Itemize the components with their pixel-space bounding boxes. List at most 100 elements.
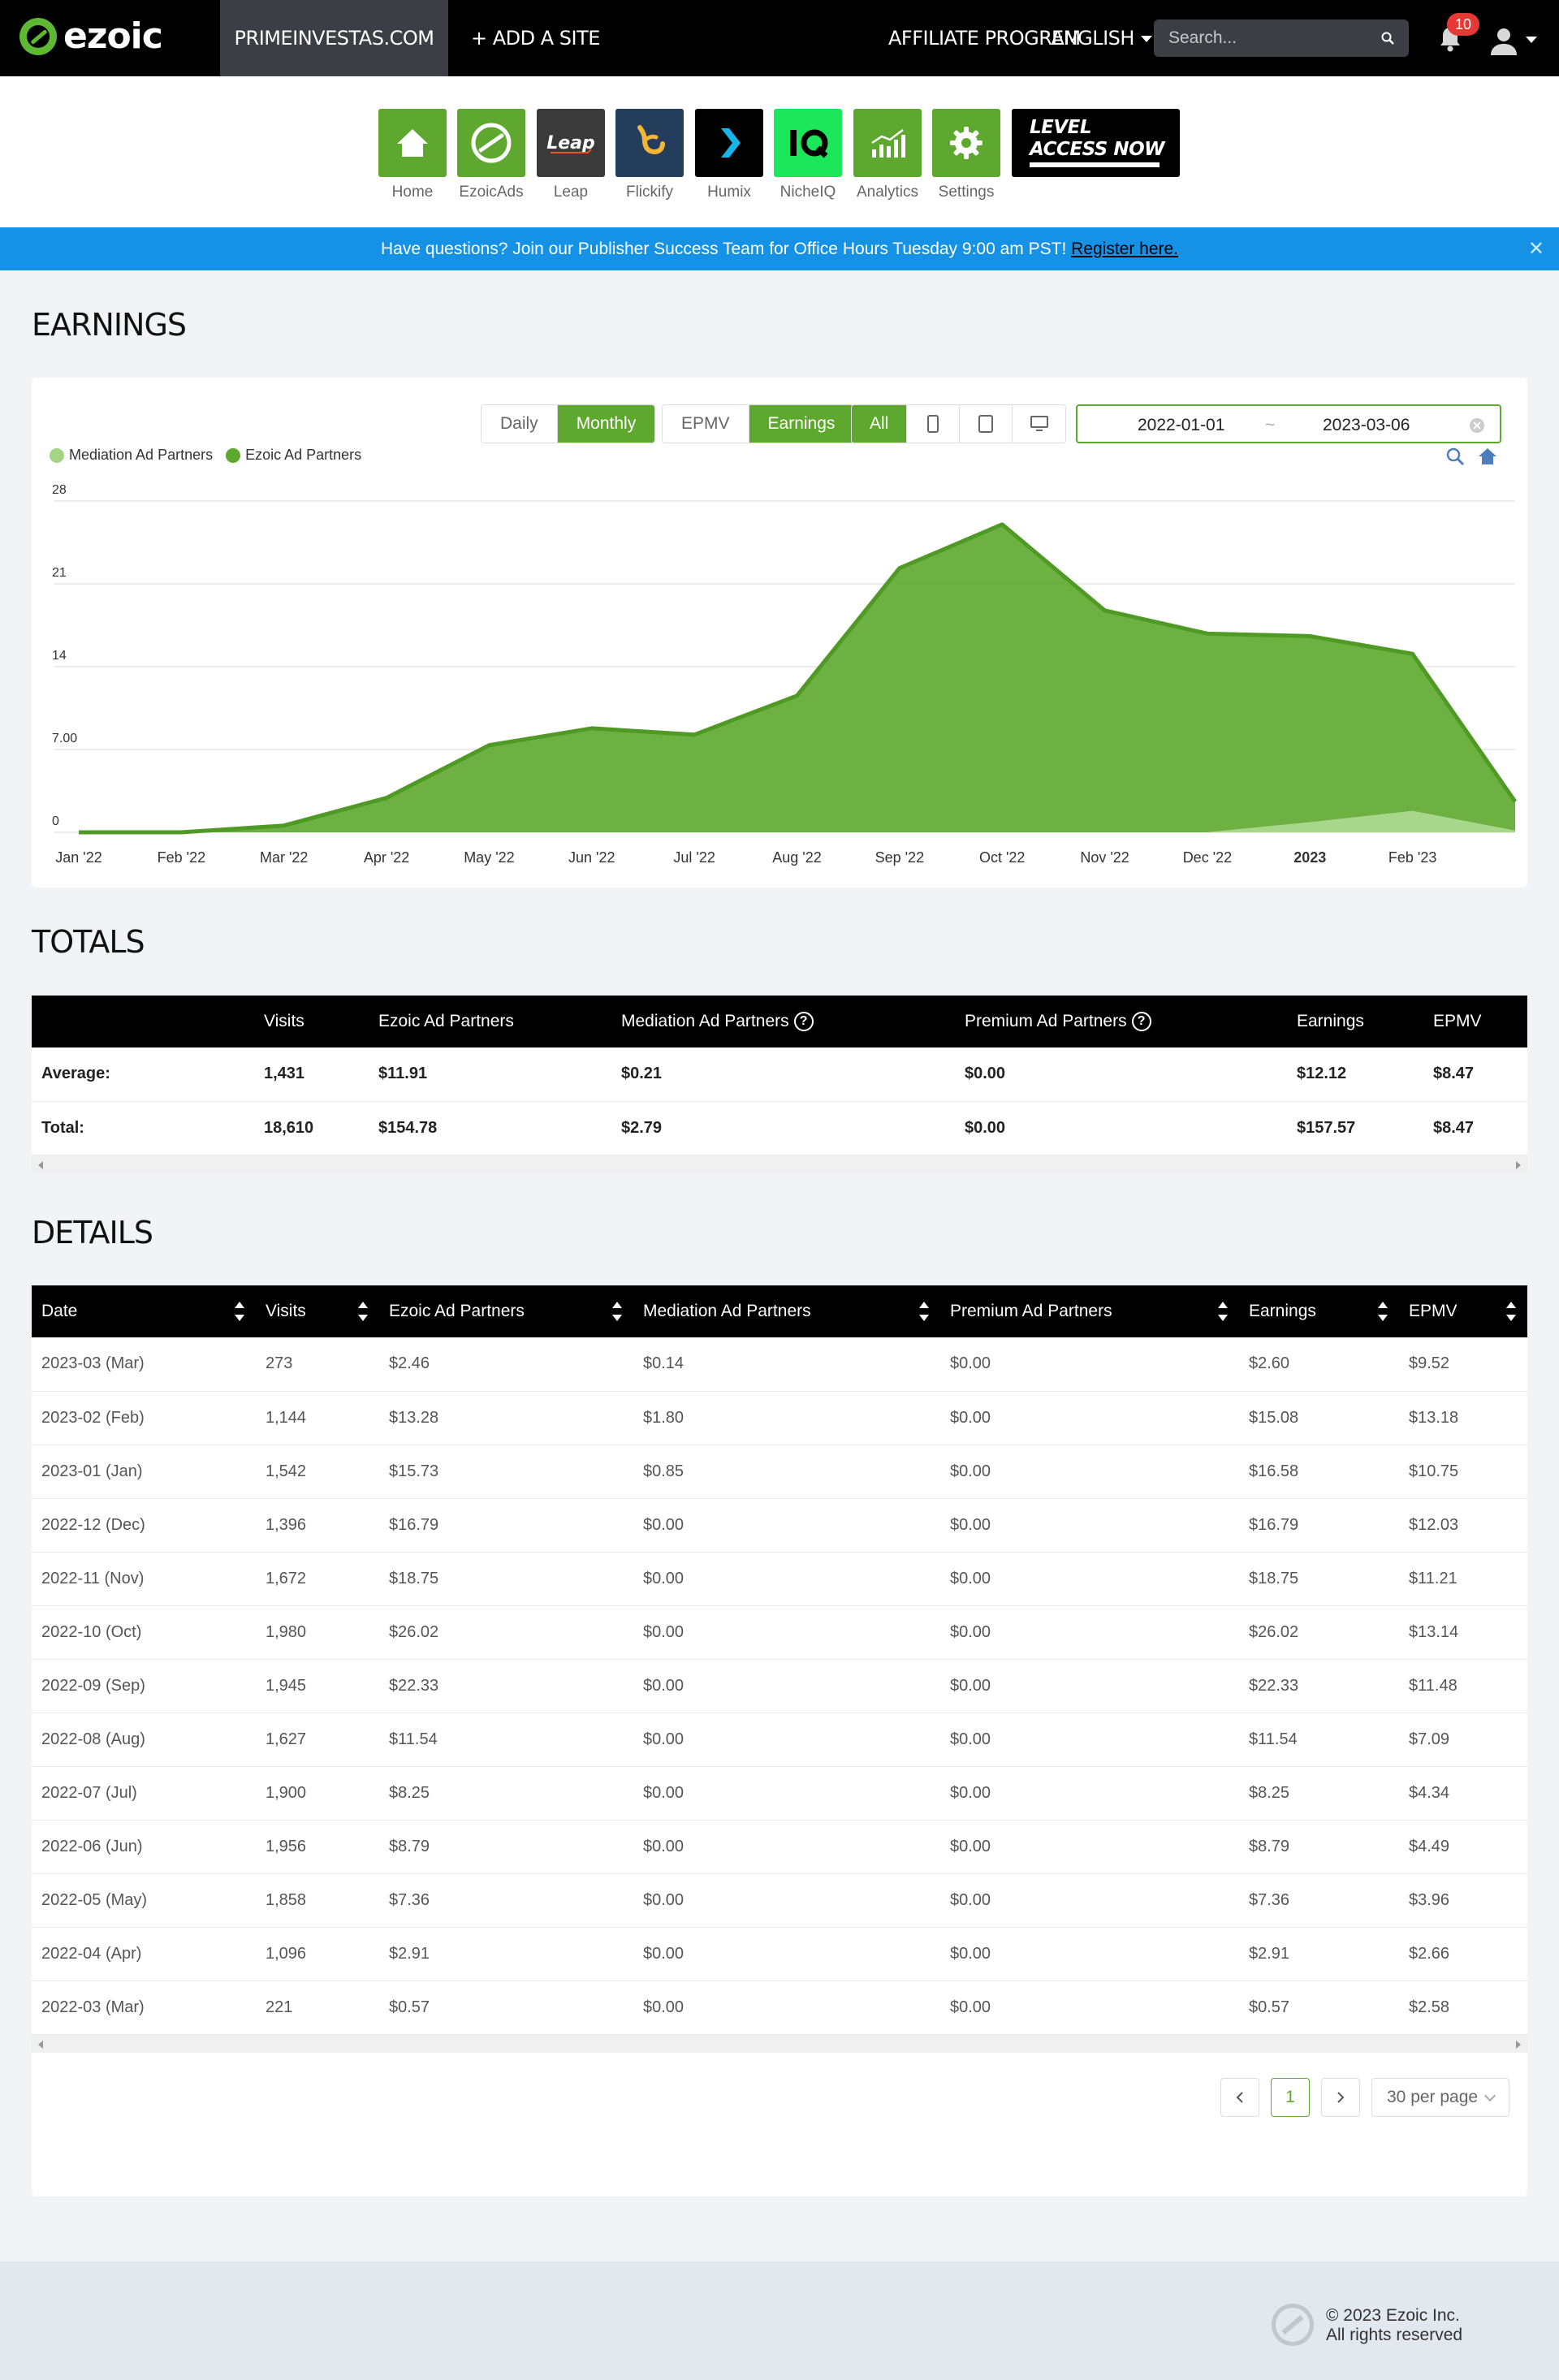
table-cell: 1,672 (256, 1552, 379, 1606)
horizontal-scrollbar[interactable] (32, 1155, 1527, 1173)
flickify-icon (637, 125, 665, 155)
table-cell: 1,945 (256, 1659, 379, 1713)
app-home[interactable]: Home (378, 109, 447, 201)
x-tick-label: Nov '22 (1080, 849, 1129, 866)
table-cell: $0.85 (633, 1445, 940, 1499)
scroll-left-icon[interactable] (38, 2040, 43, 2049)
column-header[interactable]: EPMV (1399, 1285, 1527, 1337)
app-nicheiq[interactable]: NicheIQ (774, 109, 842, 201)
mobile-button[interactable] (907, 405, 961, 443)
scroll-left-icon[interactable] (38, 1160, 43, 1169)
column-header: Earnings (1287, 996, 1423, 1047)
app-leap[interactable]: Leap Leap (537, 109, 605, 201)
details-title: DETAILS (32, 1215, 153, 1250)
legend-label[interactable]: Mediation Ad Partners (69, 447, 214, 463)
next-page-button[interactable] (1321, 2078, 1360, 2117)
table-cell: $0.00 (633, 1713, 940, 1767)
date-to[interactable]: 2023-03-06 (1323, 416, 1410, 434)
table-cell: $8.25 (1239, 1766, 1399, 1821)
legend-label[interactable]: Ezoic Ad Partners (245, 447, 362, 463)
sort-icon[interactable] (612, 1300, 622, 1323)
affiliate-program-link[interactable]: AFFILIATE PROGRAM (888, 27, 1081, 50)
prev-page-button[interactable] (1220, 2078, 1259, 2117)
app-ezoicads[interactable]: EzoicAds (457, 109, 525, 201)
tablet-button[interactable] (960, 405, 1013, 443)
page-1-button[interactable]: 1 (1271, 2078, 1310, 2117)
horizontal-scrollbar[interactable] (32, 2034, 1527, 2053)
table-cell: $2.91 (379, 1927, 633, 1981)
table-cell: $10.75 (1399, 1445, 1527, 1499)
per-page-value: 30 per page (1387, 2088, 1479, 2106)
ezoic-logo[interactable]: ezoic (19, 18, 163, 55)
metric-toggle: EPMV Earnings (662, 404, 855, 443)
ezoic-footer-logo-icon (1272, 2304, 1314, 2346)
level-access-banner[interactable]: LEVEL ACCESS NOW (1012, 109, 1180, 177)
app-settings[interactable]: Settings (932, 109, 1000, 201)
sort-icon[interactable] (1506, 1300, 1516, 1323)
column-header (32, 996, 254, 1047)
zoom-icon[interactable] (1445, 447, 1465, 466)
column-header[interactable]: Ezoic Ad Partners (379, 1285, 633, 1337)
sort-icon[interactable] (358, 1300, 368, 1323)
per-page-select[interactable]: 30 per page (1371, 2078, 1509, 2117)
search-icon[interactable] (1381, 32, 1394, 45)
app-flickify-tile (615, 109, 684, 177)
x-tick-label: Aug '22 (772, 849, 822, 866)
table-cell: 1,096 (256, 1927, 379, 1981)
add-site-link[interactable]: + ADD A SITE (471, 27, 600, 50)
column-header: Ezoic Ad Partners (369, 996, 611, 1047)
chart-legend: Mediation Ad Partners Ezoic Ad Partners (50, 447, 361, 464)
table-cell: $0.00 (940, 1766, 1239, 1821)
table-cell: $0.00 (633, 1766, 940, 1821)
tablet-icon (978, 415, 994, 433)
desktop-button[interactable] (1013, 405, 1066, 443)
site-selector[interactable]: PRIMEINVESTAS.COM (220, 0, 448, 76)
column-header[interactable]: Premium Ad Partners (940, 1285, 1239, 1337)
sort-icon[interactable] (1218, 1300, 1228, 1323)
table-cell: 1,542 (256, 1445, 379, 1499)
column-header-label: Ezoic Ad Partners (389, 1302, 525, 1320)
app-humix[interactable]: Humix (695, 109, 763, 201)
reset-zoom-home-icon[interactable] (1478, 447, 1497, 466)
sort-icon[interactable] (235, 1300, 244, 1323)
scroll-right-icon[interactable] (1516, 2040, 1521, 2049)
column-header[interactable]: Mediation Ad Partners (633, 1285, 940, 1337)
table-cell: 2022-08 (Aug) (32, 1713, 256, 1767)
earnings-area-chart: 0 7.00 14 21 28 Jan '22 Feb '22 Mar '22 Apr '22 M… (52, 483, 1518, 866)
column-header[interactable]: Earnings (1239, 1285, 1399, 1337)
table-cell: $13.18 (1399, 1391, 1527, 1445)
app-analytics[interactable]: Analytics (853, 109, 922, 201)
table-cell: $2.66 (1399, 1927, 1527, 1981)
app-flickify[interactable]: Flickify (615, 109, 684, 201)
language-dropdown[interactable]: ENGLISH (1052, 0, 1152, 76)
daily-button[interactable]: Daily (482, 405, 558, 443)
column-header[interactable]: Visits (256, 1285, 379, 1337)
date-from[interactable]: 2022-01-01 (1138, 416, 1225, 434)
app-label: EzoicAds (459, 184, 524, 201)
close-icon[interactable]: ✕ (1527, 238, 1544, 260)
monthly-button[interactable]: Monthly (557, 405, 655, 443)
help-icon[interactable]: ? (1131, 1012, 1151, 1032)
table-cell: Average: (32, 1047, 254, 1102)
scroll-right-icon[interactable] (1516, 1160, 1521, 1169)
user-caret-down-icon[interactable] (1526, 37, 1537, 43)
clear-date-icon[interactable] (1469, 417, 1485, 434)
sort-icon[interactable] (919, 1300, 929, 1323)
column-header-label: Visits (266, 1302, 306, 1320)
x-tick-label: Feb '23 (1388, 849, 1436, 866)
date-range-picker[interactable]: 2022-01-01 ~ 2023-03-06 (1076, 404, 1501, 443)
epmv-button[interactable]: EPMV (663, 405, 749, 443)
ezoic-logo-icon (19, 18, 57, 55)
app-label: Humix (707, 184, 751, 201)
earnings-button[interactable]: Earnings (749, 405, 854, 443)
user-avatar-icon[interactable] (1488, 24, 1520, 57)
device-toggle: All (851, 404, 1067, 443)
column-header: Mediation Ad Partners? (611, 996, 955, 1047)
help-icon[interactable]: ? (793, 1012, 814, 1032)
search-input[interactable] (1168, 19, 1371, 57)
chevron-left-icon (1236, 2092, 1243, 2103)
all-devices-button[interactable]: All (852, 405, 908, 443)
sort-icon[interactable] (1378, 1300, 1388, 1323)
register-link[interactable]: Register here. (1071, 240, 1179, 258)
column-header[interactable]: Date (32, 1285, 256, 1337)
